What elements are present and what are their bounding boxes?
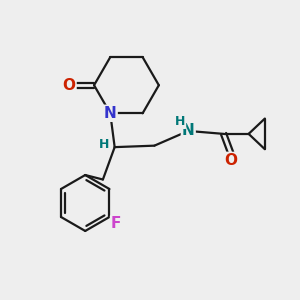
- Text: N: N: [104, 106, 117, 121]
- Text: H: H: [175, 115, 185, 128]
- Text: O: O: [224, 153, 238, 168]
- Text: N: N: [182, 123, 195, 138]
- Text: O: O: [62, 78, 76, 93]
- Text: H: H: [99, 138, 110, 151]
- Text: F: F: [111, 216, 122, 231]
